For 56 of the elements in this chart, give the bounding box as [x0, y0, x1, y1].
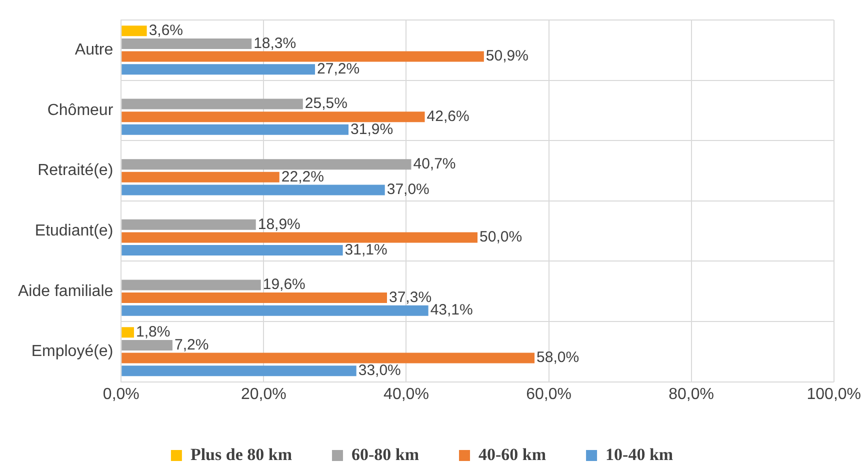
legend-label: Plus de 80 km [190, 444, 292, 464]
bar [122, 366, 356, 376]
y-tick-label: Employé(e) [31, 343, 114, 360]
legend-label: 40-60 km [478, 444, 546, 464]
legend-label: 10-40 km [606, 444, 674, 464]
data-label: 42,6% [426, 108, 470, 125]
bar [122, 327, 134, 338]
bar [122, 112, 425, 122]
x-tick-label: 20,0% [241, 386, 286, 403]
bar [122, 98, 303, 110]
x-tick-label: 0,0% [102, 386, 140, 403]
y-tick-label: Aide familiale [18, 282, 114, 300]
data-label: 18,3% [254, 34, 296, 52]
x-tick-label: 60,0% [526, 386, 572, 403]
data-label: 37,0% [386, 181, 430, 198]
data-label: 18,9% [258, 216, 300, 233]
bar [122, 172, 280, 182]
data-label: 31,1% [344, 241, 388, 258]
y-tick-label: Autre [74, 42, 114, 59]
bar [122, 245, 343, 256]
data-label: 25,5% [304, 95, 348, 112]
bar [122, 159, 412, 170]
x-tick-label: 40,0% [384, 386, 429, 403]
y-tick-label: Chômeur [47, 102, 114, 119]
data-label: 31,9% [350, 120, 394, 138]
data-label: 50,9% [486, 48, 528, 65]
data-label: 1,8% [136, 324, 170, 341]
bar [122, 184, 385, 196]
data-label: 19,6% [262, 276, 306, 294]
data-label: 3,6% [148, 22, 184, 40]
legend-label: 60-80 km [351, 444, 420, 464]
bar [122, 64, 316, 75]
bar [122, 352, 535, 364]
x-tick-label: 80,0% [668, 386, 714, 403]
bar [122, 232, 478, 243]
y-tick-label: Retraité(e) [38, 162, 114, 180]
x-tick-label: 100,0% [806, 386, 861, 403]
data-label: 43,1% [430, 302, 473, 319]
bar [122, 26, 147, 36]
bar [122, 340, 172, 350]
bar [122, 51, 484, 62]
data-label: 27,2% [317, 60, 360, 78]
data-label: 33,0% [358, 362, 401, 380]
data-label: 37,3% [388, 288, 432, 306]
bar [122, 219, 256, 230]
bar [122, 305, 428, 316]
bar [122, 280, 261, 290]
bar [122, 124, 349, 135]
data-label: 50,0% [480, 228, 522, 246]
bar [122, 292, 387, 304]
data-label: 58,0% [536, 349, 580, 366]
y-tick-label: Etudiant(e) [34, 222, 114, 240]
data-label: 22,2% [281, 168, 324, 186]
data-label: 40,7% [413, 155, 456, 172]
bar [122, 38, 252, 49]
data-label: 7,2% [174, 336, 209, 354]
